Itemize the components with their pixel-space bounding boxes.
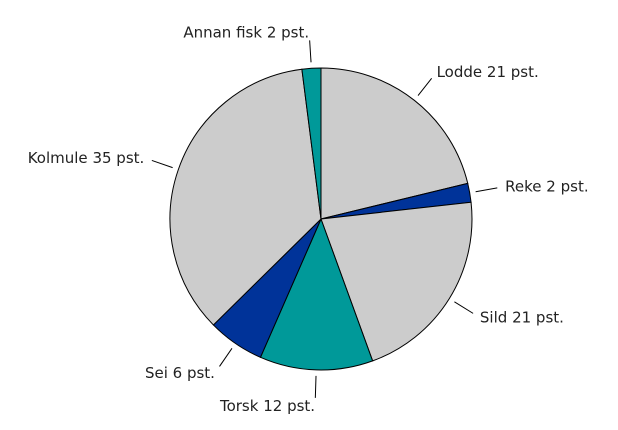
slice-name: Kolmule: [28, 148, 88, 166]
leader-line: [475, 187, 498, 193]
slice-name: Annan fisk: [183, 23, 262, 41]
slice-label: Annan fisk 2 pst.: [183, 23, 309, 41]
slice-value-label: 21 pst.: [512, 308, 564, 326]
slice-label: Lodde 21 pst.: [437, 63, 539, 81]
slice-label: Sei 6 pst.: [145, 364, 215, 382]
slice-name: Sild: [480, 308, 507, 326]
slice-value-label: 6 pst.: [173, 364, 215, 382]
slice-label: Kolmule 35 pst.: [28, 148, 145, 166]
leader-line: [151, 159, 173, 169]
pie-slice: [320, 67, 469, 220]
pie-slice: [259, 217, 374, 371]
leader-line: [309, 40, 312, 63]
leader-line: [417, 77, 433, 96]
slice-value-label: 2 pst.: [267, 23, 309, 41]
slice-label: Reke 2 pst.: [505, 177, 588, 195]
slice-name: Lodde: [437, 63, 483, 81]
slice-name: Sei: [145, 364, 168, 382]
slice-name: Torsk: [219, 396, 259, 414]
leader-line: [314, 375, 317, 398]
slice-value-label: 21 pst.: [487, 63, 539, 81]
slice-name: Reke: [505, 177, 541, 195]
slice-value-label: 12 pst.: [263, 396, 315, 414]
slice-value-label: 35 pst.: [92, 148, 144, 166]
slice-value-label: 2 pst.: [546, 177, 588, 195]
leader-line: [454, 301, 474, 314]
leader-line: [219, 348, 233, 367]
pie-slice: [301, 67, 322, 220]
pie-slice: [169, 68, 322, 326]
slice-label: Sild 21 pst.: [480, 308, 564, 326]
slice-label: Torsk 12 pst.: [219, 396, 315, 414]
